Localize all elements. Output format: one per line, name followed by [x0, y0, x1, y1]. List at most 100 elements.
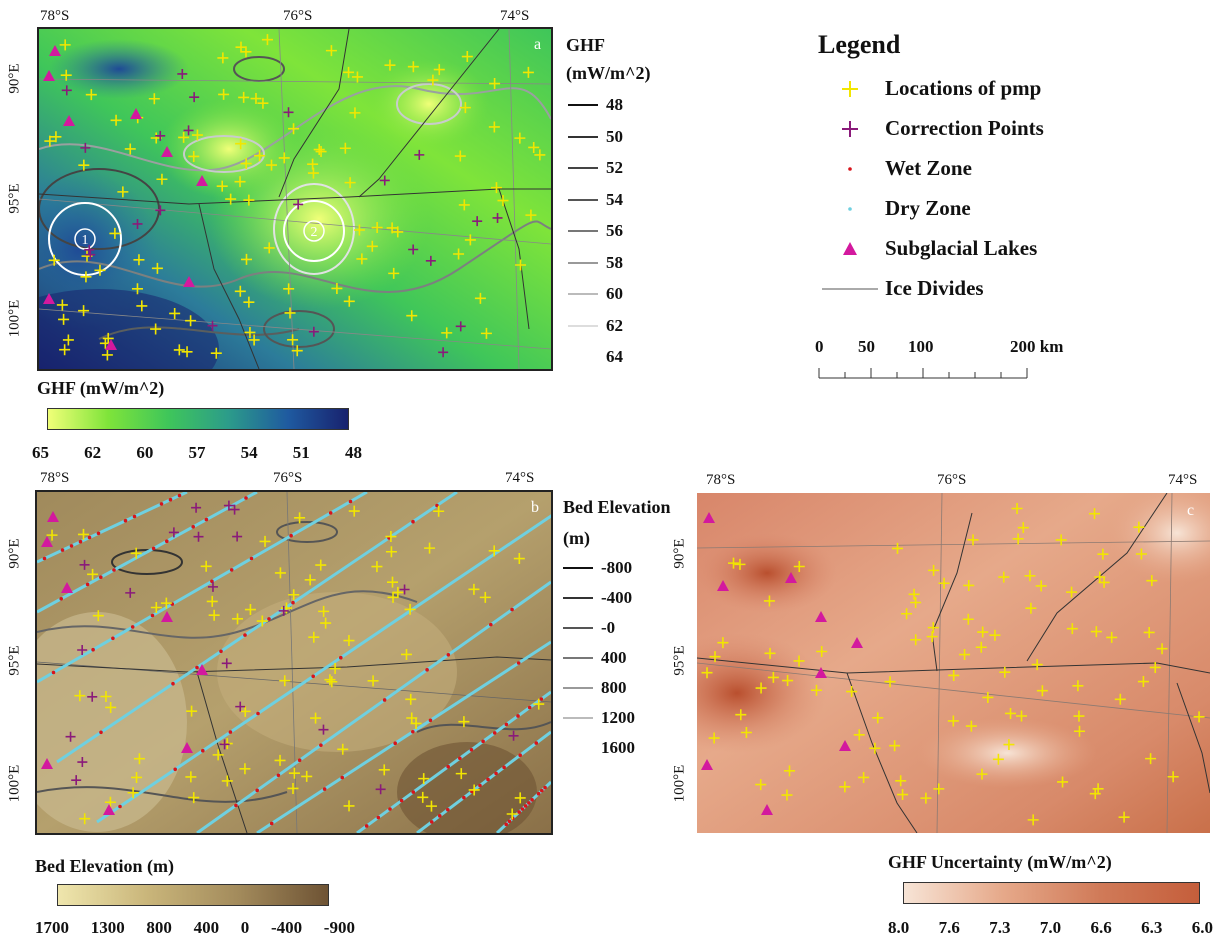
correction-point-marker — [168, 527, 179, 538]
pmp-location-marker — [254, 150, 266, 162]
pmp-location-marker — [325, 45, 337, 57]
wet-zone-point — [388, 807, 392, 811]
pmp-location-marker — [238, 91, 250, 103]
pmp-location-marker — [514, 132, 526, 144]
pmp-location-marker — [1011, 503, 1023, 515]
pmp-location-marker — [497, 195, 509, 207]
pmp-location-marker — [489, 78, 501, 90]
pmp-location-marker — [216, 180, 228, 192]
wet-zone-point — [243, 633, 247, 637]
contour-level: 58 — [568, 253, 623, 273]
pmp-location-marker — [284, 307, 296, 319]
pmp-location-marker — [58, 313, 70, 325]
pmp-location-marker — [513, 553, 525, 565]
correction-point-marker — [472, 216, 483, 227]
panel-a-colorbar-title: GHF (mW/m^2) — [37, 378, 165, 398]
wet-zone-point — [130, 625, 135, 629]
ghf-colorbar-ticks: 65 62 60 57 54 51 48 — [32, 443, 362, 463]
pmp-location-marker — [910, 597, 922, 609]
ghf-tick: 60 — [136, 443, 154, 462]
correction-point-marker — [508, 730, 519, 741]
wet-zone-point — [462, 795, 466, 800]
contour-line-swatch — [563, 717, 593, 719]
pmp-location-marker — [464, 234, 476, 246]
panel-b-lon-90: 90°E — [6, 538, 23, 569]
contour-level: 60 — [568, 284, 623, 304]
wet-zone-point — [99, 575, 103, 579]
pmp-location-marker — [367, 675, 379, 687]
pmp-location-marker — [1005, 707, 1017, 719]
wet-zone-point — [411, 790, 416, 794]
pmp-location-marker — [92, 610, 104, 622]
legend-label: Locations of pmp — [885, 76, 1042, 100]
contour-level-label: -0 — [601, 618, 616, 637]
legend-label: Wet Zone — [885, 156, 972, 180]
correction-point-marker — [219, 739, 230, 750]
ghf-map-canvas: 1 2 a — [39, 29, 551, 369]
pmp-location-marker — [384, 59, 396, 71]
pmp-location-marker — [278, 152, 290, 164]
subglacial-lake-marker — [183, 276, 195, 287]
pmp-location-marker — [257, 97, 269, 109]
pmp-location-marker — [244, 604, 256, 616]
correction-point-marker — [235, 701, 246, 712]
ghf-tick: 65 — [32, 443, 49, 462]
pmp-location-marker — [1149, 661, 1161, 673]
wet-zone-point — [494, 771, 498, 776]
pmp-location-marker — [461, 51, 473, 63]
pmp-location-marker — [283, 283, 295, 295]
panel-a-lon-90: 90°E — [6, 63, 23, 94]
pmp-location-marker — [77, 528, 89, 540]
pmp-location-marker — [1118, 811, 1130, 823]
wet-zone-point — [228, 730, 233, 734]
contour-line-swatch — [568, 261, 598, 264]
pmp-location-marker — [191, 129, 203, 141]
pmp-location-marker — [717, 637, 729, 649]
pmp-location-marker — [963, 579, 975, 591]
correction-point-marker — [425, 255, 436, 266]
subglacial-lake-marker — [43, 293, 55, 304]
wet-zone-point — [112, 568, 116, 572]
pmp-location-marker — [735, 709, 747, 721]
pmp-location-marker — [87, 568, 99, 580]
subglacial-lake-marker — [105, 339, 117, 350]
pmp-location-marker — [349, 107, 361, 119]
panel-b-colorbar-title: Bed Elevation (m) — [35, 856, 174, 876]
pmp-location-marker — [59, 344, 71, 356]
pmp-location-marker — [94, 264, 106, 276]
wet-zone-point — [255, 788, 259, 793]
contour-level-label: -400 — [601, 588, 633, 607]
pmp-location-marker — [1003, 739, 1015, 751]
wet-zone-point — [201, 748, 205, 753]
pmp-location-marker — [926, 631, 938, 643]
wet-zone-point — [517, 810, 521, 814]
wet-zone-point — [504, 822, 508, 827]
pmp-location-marker — [459, 102, 471, 114]
pmp-location-marker — [889, 740, 901, 752]
pmp-location-marker — [1145, 753, 1157, 765]
pmp-location-marker — [975, 641, 987, 653]
pmp-location-marker — [324, 674, 336, 686]
contour-level-label: 48 — [606, 95, 623, 114]
subglacial-lake-marker — [701, 759, 713, 770]
pmp-location-marker — [908, 588, 920, 600]
pmp-location-marker — [709, 651, 721, 663]
pmp-location-marker — [151, 262, 163, 274]
pmp-location-marker — [287, 334, 299, 346]
subglacial-lake-marker — [839, 740, 851, 751]
correction-point-marker — [183, 125, 194, 136]
pmp-location-marker — [250, 93, 262, 105]
wet-zone-point — [492, 731, 497, 735]
pmp-location-marker — [288, 767, 300, 779]
contour-level-label: 400 — [601, 648, 627, 667]
pmp-location-marker — [948, 669, 960, 681]
correction-point-marker — [221, 658, 232, 669]
pmp-location-marker — [400, 648, 412, 660]
pmp-location-marker — [418, 773, 430, 785]
pmp-location-marker — [1089, 508, 1101, 520]
pmp-location-marker — [353, 224, 365, 236]
wet-zone-point — [118, 804, 122, 809]
pmp-location-marker — [962, 613, 974, 625]
wet-zone-point — [489, 622, 493, 627]
contour-level: 400 — [563, 648, 627, 668]
